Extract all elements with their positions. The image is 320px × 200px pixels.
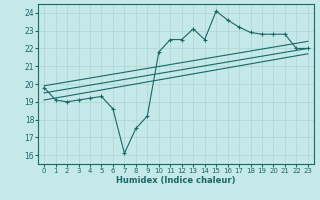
X-axis label: Humidex (Indice chaleur): Humidex (Indice chaleur) xyxy=(116,176,236,185)
